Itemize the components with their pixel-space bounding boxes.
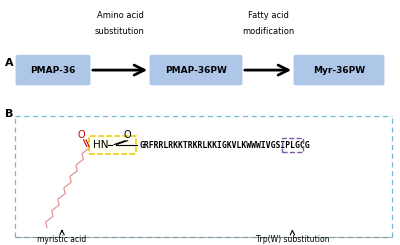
Text: Fatty acid: Fatty acid [248,12,288,21]
Text: Trp(W) substitution: Trp(W) substitution [256,235,329,244]
Text: O: O [77,130,85,140]
Text: O: O [123,130,131,140]
FancyBboxPatch shape [294,55,384,85]
FancyBboxPatch shape [89,136,136,154]
Text: A: A [5,58,14,68]
Text: modification: modification [242,27,294,36]
Text: GRFRRLRKKTRKRLKKIGKVLKWWWIVGSIPLGCG: GRFRRLRKKTRKRLKKIGKVLKWWWIVGSIPLGCG [139,141,310,150]
Text: Myr-36PW: Myr-36PW [313,66,365,74]
Text: B: B [5,109,13,119]
Text: PMAP-36PW: PMAP-36PW [165,66,227,74]
FancyBboxPatch shape [150,55,242,85]
Text: myristic acid: myristic acid [37,235,87,244]
Text: Amino acid: Amino acid [96,12,144,21]
Text: substitution: substitution [95,27,145,36]
Text: PMAP-36: PMAP-36 [30,66,76,74]
Text: HN: HN [93,140,108,150]
FancyBboxPatch shape [16,55,90,85]
